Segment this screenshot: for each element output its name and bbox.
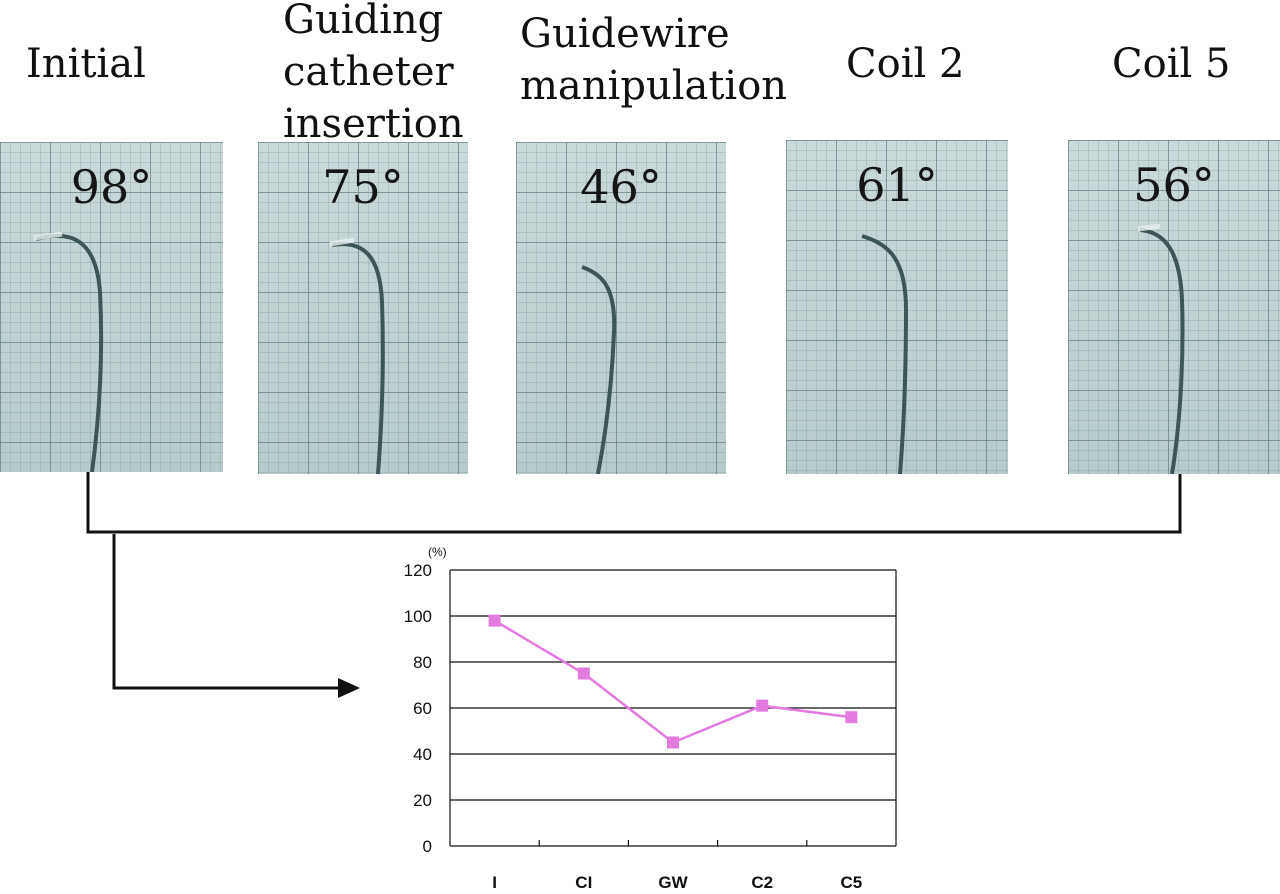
y-tick-label: 60 <box>413 699 432 718</box>
angle-value-guiding-catheter-insertion: 75° <box>322 160 404 214</box>
catheter-shape-icon <box>1137 223 1185 474</box>
x-tick-label: C5 <box>841 873 863 892</box>
stage-label-guiding-catheter-insertion: Guiding catheter insertion <box>283 0 464 147</box>
series-line <box>493 619 852 744</box>
y-tick-label: 80 <box>413 653 432 672</box>
angle-value-guidewire-manipulation: 46° <box>580 160 662 214</box>
x-tick-label: I <box>492 873 497 892</box>
y-tick-label: 0 <box>423 837 432 856</box>
data-point <box>756 699 769 712</box>
catheter-photo-coil-2: 61° <box>786 140 1008 474</box>
data-point <box>488 614 501 627</box>
catheter-shape-icon <box>33 231 104 472</box>
data-point <box>845 711 858 724</box>
catheter-shape-icon <box>861 234 909 474</box>
angle-value-initial: 98° <box>70 160 153 214</box>
x-tick-label: C2 <box>751 873 773 892</box>
x-tick-label: CI <box>575 873 592 892</box>
catheter-photo-guidewire-manipulation: 46° <box>516 142 726 474</box>
catheter-photo-guiding-catheter-insertion: 75° <box>258 142 468 474</box>
chart-grid <box>450 569 896 801</box>
chart-series <box>488 614 858 749</box>
y-tick-label: 40 <box>413 745 432 764</box>
catheter-shape-icon <box>581 265 617 474</box>
angle-value-coil-2: 61° <box>856 158 938 212</box>
x-tick-label: GW <box>658 873 688 892</box>
angle-value-coil-5: 56° <box>1133 158 1215 212</box>
arrow-head-icon <box>338 678 360 698</box>
y-unit-label: (%) <box>428 545 447 559</box>
stage-label-initial: Initial <box>26 41 146 87</box>
chart-axes <box>449 570 897 847</box>
data-point <box>577 667 590 680</box>
stage-label-coil-5: Coil 5 <box>1112 41 1231 87</box>
catheter-shape-icon <box>329 237 385 474</box>
catheter-photo-coil-5: 56° <box>1068 140 1280 474</box>
chart-labels: 0 20 40 60 80 100 120 I CI GW C2 C5 (%) <box>404 545 863 892</box>
stage-label-guidewire-manipulation: Guidewire manipulation <box>520 11 788 109</box>
y-tick-label: 120 <box>404 561 432 580</box>
stage-label-coil-2: Coil 2 <box>846 41 965 87</box>
catheter-photo-initial: 98° <box>0 142 223 472</box>
y-tick-label: 100 <box>404 607 432 626</box>
data-point <box>667 736 679 749</box>
y-tick-label: 20 <box>413 791 432 810</box>
